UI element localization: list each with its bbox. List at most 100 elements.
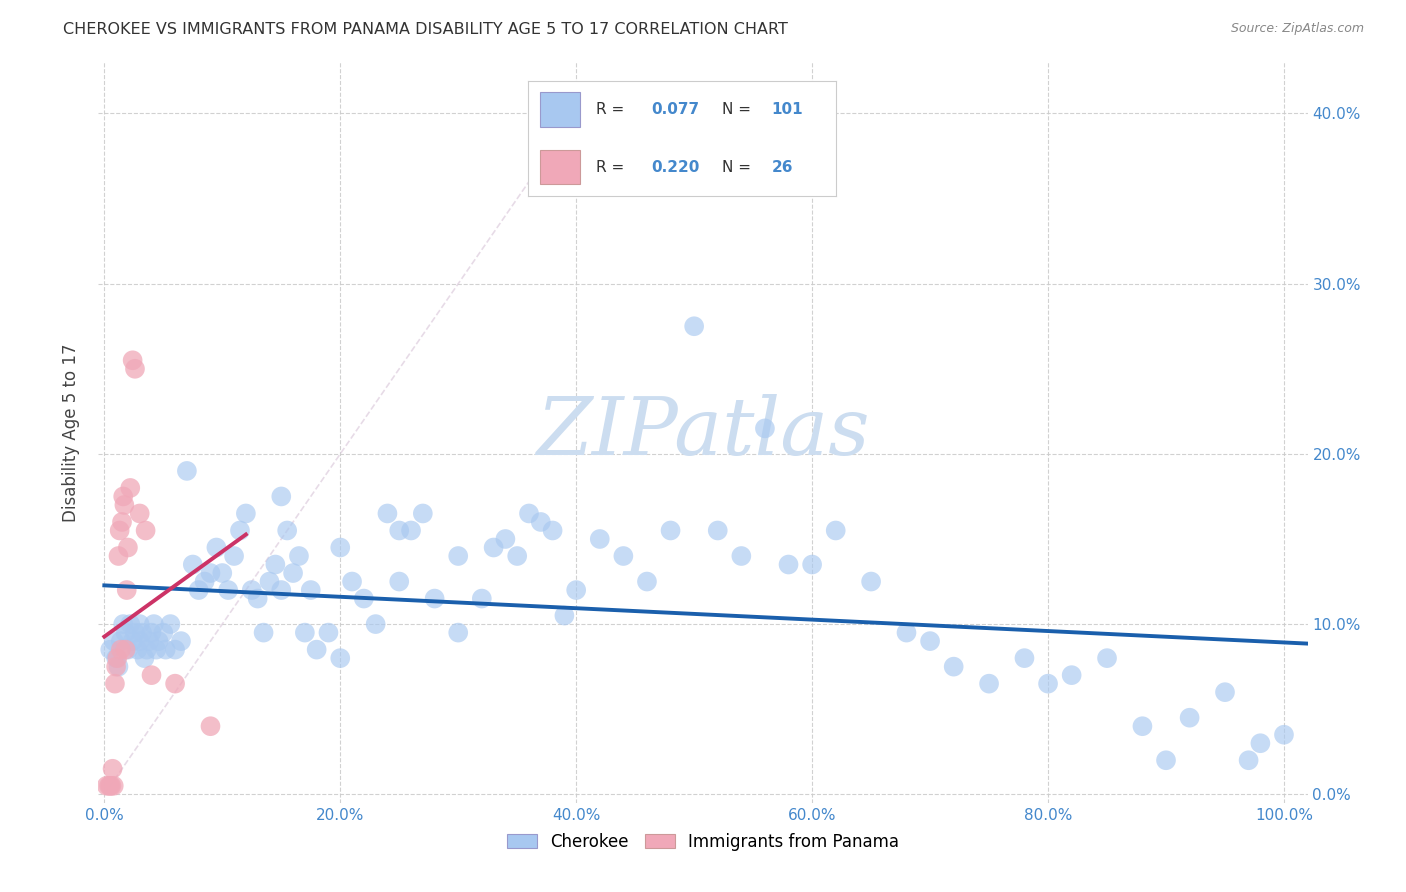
Point (145, 642, 167, 657)
Point (120, 617, 142, 632)
Point (388, 524, 411, 538)
Point (281, 566, 304, 580)
Point (104, 676, 127, 690)
Point (541, 524, 564, 538)
Point (299, 582, 322, 597)
Y-axis label: Disability Age 5 to 17: Disability Age 5 to 17 (62, 343, 80, 522)
Point (276, 524, 298, 538)
Point (117, 541, 139, 555)
Point (565, 582, 588, 597)
Point (103, 634, 125, 648)
Point (235, 507, 257, 521)
Point (1060, 668, 1083, 682)
Point (977, 676, 1000, 690)
Point (141, 668, 163, 682)
Point (377, 507, 399, 521)
Point (127, 642, 149, 657)
Point (187, 582, 209, 597)
Point (1154, 753, 1177, 767)
Point (1095, 651, 1118, 665)
Point (121, 634, 143, 648)
Point (683, 319, 706, 334)
Point (165, 642, 187, 657)
Point (1036, 676, 1059, 690)
Point (165, 676, 187, 690)
Point (706, 524, 728, 538)
Point (270, 490, 292, 504)
Point (194, 574, 217, 589)
Point (730, 549, 752, 563)
Point (399, 524, 422, 538)
Point (447, 625, 470, 640)
Point (553, 608, 575, 623)
Point (159, 617, 181, 632)
Point (659, 524, 682, 538)
Point (1249, 736, 1271, 750)
Point (1178, 711, 1201, 725)
Point (105, 651, 128, 665)
Point (305, 642, 328, 657)
Point (124, 361, 146, 376)
Point (222, 549, 245, 563)
Point (388, 574, 411, 589)
Text: CHEROKEE VS IMMIGRANTS FROM PANAMA DISABILITY AGE 5 TO 17 CORRELATION CHART: CHEROKEE VS IMMIGRANTS FROM PANAMA DISAB… (63, 22, 789, 37)
Point (108, 524, 131, 538)
Point (112, 498, 135, 512)
Point (252, 625, 274, 640)
Point (482, 541, 505, 555)
Point (229, 524, 252, 538)
Point (264, 558, 287, 572)
Point (135, 524, 157, 538)
Point (128, 634, 150, 648)
Point (294, 625, 316, 640)
Point (124, 625, 146, 640)
Point (115, 582, 138, 597)
Point (754, 421, 776, 435)
Point (141, 625, 163, 640)
Point (860, 574, 883, 589)
Point (103, 779, 125, 793)
Point (205, 541, 228, 555)
Point (134, 651, 156, 665)
Point (98, 779, 121, 793)
Point (181, 558, 204, 572)
Point (353, 591, 375, 606)
Point (447, 549, 470, 563)
Point (1272, 728, 1295, 742)
Point (107, 549, 129, 563)
Point (259, 574, 281, 589)
Point (329, 541, 352, 555)
Point (100, 779, 122, 793)
Point (128, 617, 150, 632)
Point (117, 642, 139, 657)
Point (612, 549, 634, 563)
Point (801, 558, 824, 572)
Point (138, 634, 160, 648)
Point (152, 625, 174, 640)
Point (920, 634, 942, 648)
Point (98, 779, 121, 793)
Point (423, 591, 446, 606)
Point (824, 524, 846, 538)
Point (471, 591, 494, 606)
Point (517, 507, 540, 521)
Point (112, 490, 135, 504)
Point (1213, 685, 1236, 699)
Point (131, 625, 153, 640)
Point (318, 625, 340, 640)
Point (1237, 753, 1260, 767)
Point (148, 634, 170, 648)
Point (96, 779, 118, 793)
Point (1014, 651, 1036, 665)
Point (778, 558, 800, 572)
Point (506, 549, 529, 563)
Point (340, 574, 363, 589)
Text: ZIPatlas: ZIPatlas (536, 394, 870, 471)
Point (170, 634, 193, 648)
Point (110, 634, 132, 648)
Legend: Cherokee, Immigrants from Panama: Cherokee, Immigrants from Panama (501, 826, 905, 857)
Point (114, 625, 136, 640)
Point (246, 591, 269, 606)
Point (412, 507, 434, 521)
Point (530, 515, 553, 529)
